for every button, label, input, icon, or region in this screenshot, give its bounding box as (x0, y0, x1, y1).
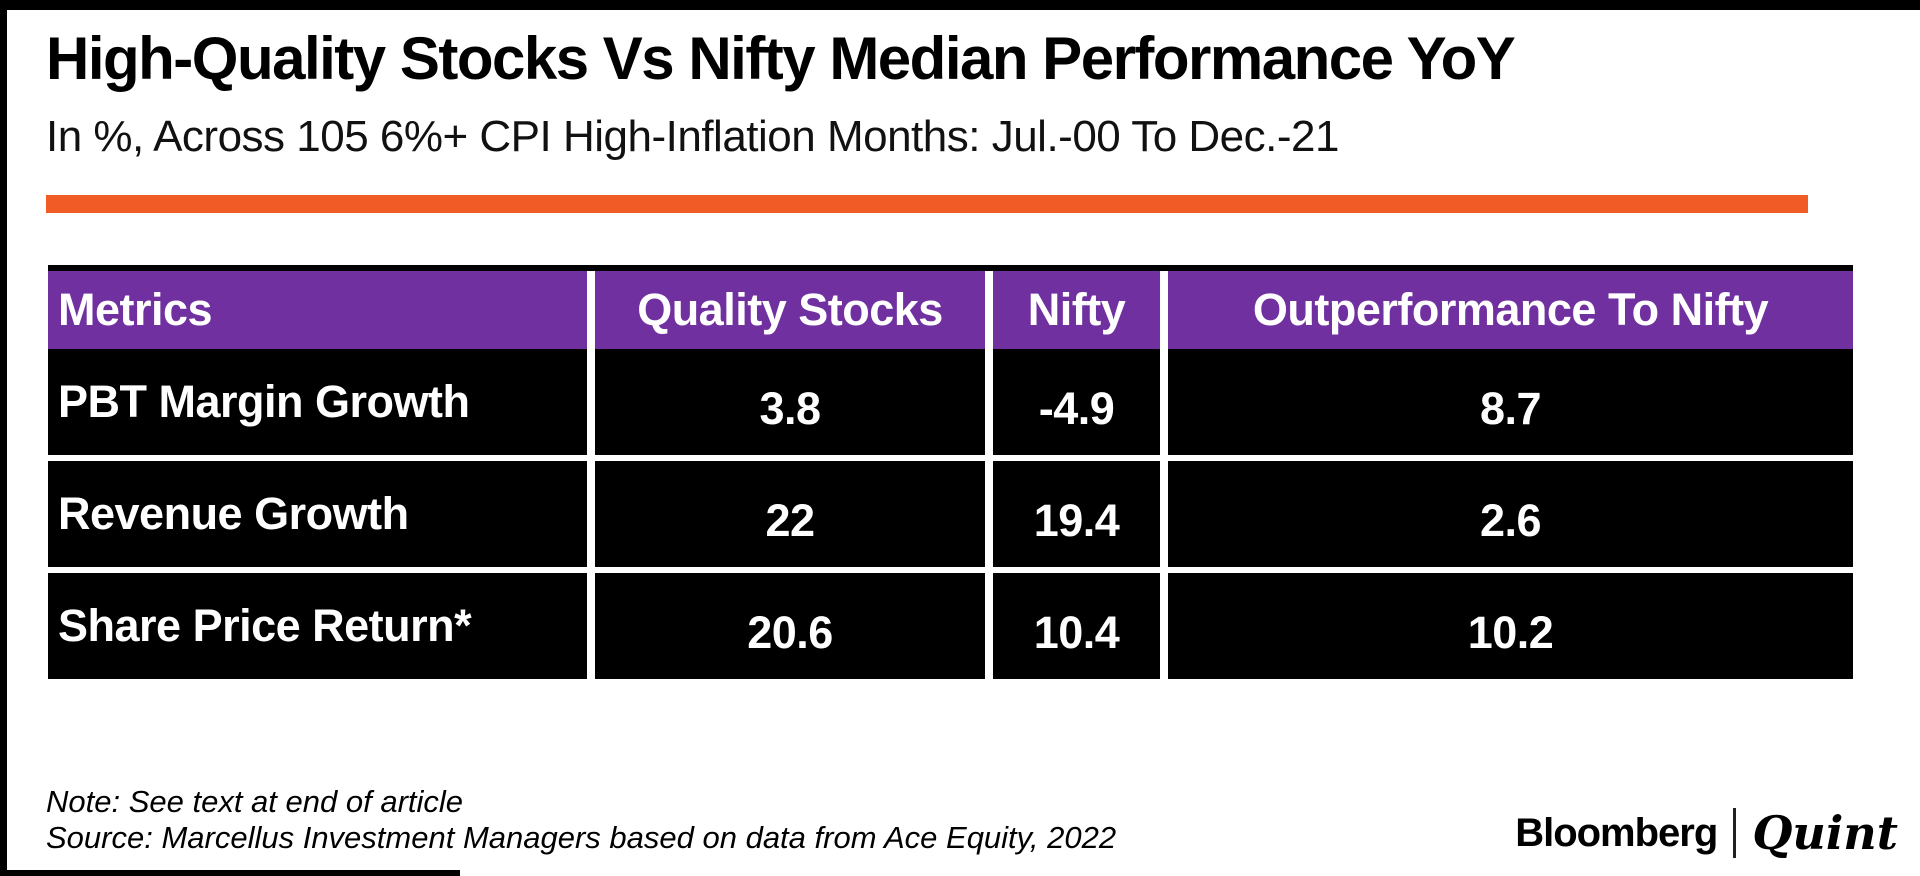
quint-wordmark: Quint (1752, 806, 1898, 860)
source-line: Source: Marcellus Investment Managers ba… (46, 820, 1117, 855)
table-cell-value: 3.8 (595, 349, 985, 455)
table-row-metric-label: Share Price Return* (48, 573, 587, 679)
table-cell-value: 10.4 (993, 573, 1160, 679)
table-cell-value: 19.4 (993, 461, 1160, 567)
footnotes: Note: See text at end of article Source:… (46, 784, 1116, 856)
column-header-nifty: Nifty (993, 271, 1160, 349)
column-header-metrics: Metrics (48, 271, 587, 349)
table-cell-value: 20.6 (595, 573, 985, 679)
column-header-outperformance: Outperformance To Nifty (1168, 271, 1853, 349)
logo-separator-bar (1733, 808, 1737, 858)
accent-divider (46, 195, 1808, 213)
table-header-row: Metrics Quality Stocks Nifty Outperforma… (48, 271, 1853, 349)
table-cell-value: 10.2 (1168, 573, 1853, 679)
table-row-metric-label: Revenue Growth (48, 461, 587, 567)
bloomberg-wordmark: Bloomberg (1515, 810, 1718, 855)
column-header-quality-stocks: Quality Stocks (595, 271, 985, 349)
table-cell-value: -4.9 (993, 349, 1160, 455)
note-line: Note: See text at end of article (46, 784, 464, 819)
table-cell-value: 8.7 (1168, 349, 1853, 455)
table-cell-value: 22 (595, 461, 985, 567)
chart-title: High-Quality Stocks Vs Nifty Median Perf… (46, 25, 1516, 92)
table-row-metric-label: PBT Margin Growth (48, 349, 587, 455)
table-body: PBT Margin Growth 3.8 -4.9 8.7 Revenue G… (48, 349, 1853, 679)
left-border (0, 0, 7, 876)
chart-subtitle: In %, Across 105 6%+ CPI High-Inflation … (46, 112, 1339, 161)
bloombergquint-logo: Bloomberg Quint (1515, 806, 1898, 860)
top-border (0, 0, 1920, 10)
performance-table: Metrics Quality Stocks Nifty Outperforma… (48, 265, 1853, 679)
bottom-border (0, 870, 460, 876)
table-cell-value: 2.6 (1168, 461, 1853, 567)
